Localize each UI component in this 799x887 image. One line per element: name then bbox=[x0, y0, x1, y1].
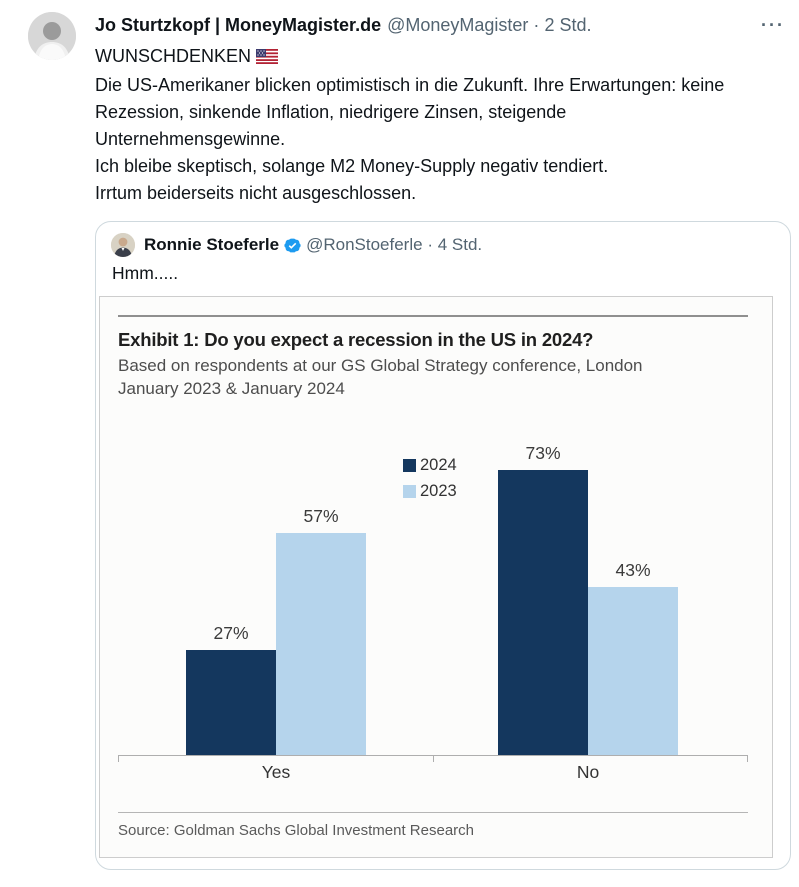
legend-swatch-2023 bbox=[403, 485, 416, 498]
quoted-tweet-header: Ronnie Stoeferle @RonStoeferle · 4 Std. bbox=[96, 222, 790, 257]
chart-x-axis bbox=[118, 755, 748, 762]
bar-value-label: 43% bbox=[615, 560, 651, 580]
tweet-header: Jo Sturtzkopf | MoneyMagister.de @MoneyM… bbox=[95, 12, 791, 38]
bar-group-yes: 27% 57% bbox=[186, 506, 366, 755]
verified-badge-icon bbox=[283, 236, 302, 255]
quoted-author-avatar[interactable] bbox=[111, 233, 135, 257]
tweet-body-line: Ich bleibe skeptisch, solange M2 Money-S… bbox=[95, 156, 609, 176]
quoted-handle-timestamp: @RonStoeferle · 4 Std. bbox=[306, 235, 482, 255]
legend-item-2023: 2023 bbox=[403, 482, 457, 501]
quoted-author-handle: @RonStoeferle bbox=[306, 235, 423, 254]
bar-column: 27% bbox=[186, 623, 276, 755]
author-handle-timestamp[interactable]: @MoneyMagister · 2 Std. bbox=[387, 12, 591, 38]
chart-title: Exhibit 1: Do you expect a recession in … bbox=[118, 329, 594, 350]
quoted-author-name[interactable]: Ronnie Stoeferle bbox=[144, 235, 280, 254]
bar-column: 43% bbox=[588, 560, 678, 755]
chart-category-labels: Yes No bbox=[118, 762, 748, 788]
author-avatar[interactable] bbox=[28, 12, 76, 60]
author-name[interactable]: Jo Sturtzkopf | MoneyMagister.de bbox=[95, 15, 382, 35]
quoted-timestamp-separator: · bbox=[427, 235, 433, 254]
tweet-first-line-text: WUNSCHDENKEN bbox=[95, 46, 252, 66]
bar-2023-yes bbox=[276, 533, 366, 755]
tweet-body-line: Die US-Amerikaner blicken optimistisch i… bbox=[95, 75, 725, 149]
legend-label: 2024 bbox=[420, 456, 457, 474]
chart-top-rule bbox=[118, 315, 748, 317]
quoted-timestamp: 4 Std. bbox=[437, 235, 483, 254]
author-handle[interactable]: @MoneyMagister bbox=[387, 15, 529, 35]
us-flag-emoji bbox=[256, 45, 279, 72]
tweet-body-first-line: WUNSCHDENKEN bbox=[95, 43, 757, 72]
more-options-icon[interactable]: ··· bbox=[761, 15, 785, 35]
bar-2023-no bbox=[588, 587, 678, 755]
category-label-no: No bbox=[576, 762, 600, 782]
bar-column: 73% bbox=[498, 443, 588, 755]
quoted-tweet-card[interactable]: Ronnie Stoeferle @RonStoeferle · 4 Std. … bbox=[95, 221, 791, 870]
tweet-body-line: Irrtum beiderseits nicht ausgeschlossen. bbox=[95, 183, 417, 203]
category-label-yes: Yes bbox=[261, 762, 291, 782]
tweet-content: Jo Sturtzkopf | MoneyMagister.de @MoneyM… bbox=[95, 12, 791, 870]
axis-tick bbox=[433, 756, 434, 762]
bar-group-no: 73% 43% bbox=[498, 443, 678, 755]
person-photo-icon bbox=[28, 12, 76, 60]
quoted-tweet-text: Hmm..... bbox=[112, 263, 179, 283]
tweet-body: WUNSCHDENKEN Die US-Amerikane bbox=[95, 43, 757, 207]
bar-value-label: 73% bbox=[525, 443, 561, 463]
bar-2024-yes bbox=[186, 650, 276, 755]
bar-2024-no bbox=[498, 470, 588, 755]
chart-bottom-rule bbox=[118, 812, 748, 813]
tweet-timestamp: 2 Std. bbox=[544, 15, 592, 35]
legend-item-2024: 2024 bbox=[403, 456, 457, 475]
axis-tick bbox=[118, 756, 119, 762]
bar-column: 57% bbox=[276, 506, 366, 755]
legend-label: 2023 bbox=[420, 482, 457, 500]
avatar-column bbox=[28, 12, 76, 870]
chart-plot-area: 2024 2023 27% 57% 73% 43% bbox=[118, 400, 748, 755]
chart-legend: 2024 2023 bbox=[403, 456, 457, 501]
chart-image[interactable]: Exhibit 1: Do you expect a recession in … bbox=[99, 296, 773, 858]
chart-subtitle: Based on respondents at our GS Global St… bbox=[118, 356, 643, 398]
legend-swatch-2024 bbox=[403, 459, 416, 472]
person-photo-icon bbox=[111, 233, 135, 257]
bar-value-label: 27% bbox=[213, 623, 249, 643]
timestamp-separator: · bbox=[533, 15, 540, 35]
bar-value-label: 57% bbox=[303, 506, 339, 526]
axis-tick bbox=[747, 756, 748, 762]
chart-source: Source: Goldman Sachs Global Investment … bbox=[118, 822, 475, 839]
